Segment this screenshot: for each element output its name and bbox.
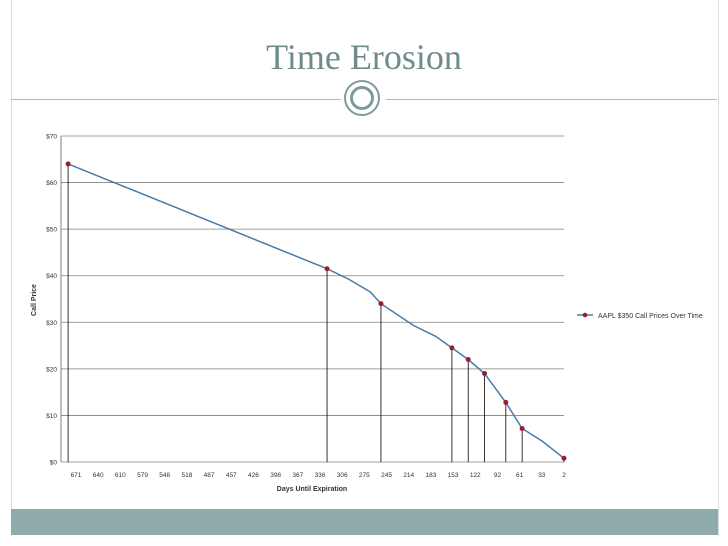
title-divider-right [386, 99, 717, 100]
footer-accent-band [11, 509, 718, 535]
y-tick-label: $40 [46, 273, 57, 280]
y-tick-label: $0 [50, 460, 58, 467]
y-tick-label: $70 [46, 134, 57, 141]
x-tick-label: 518 [181, 472, 192, 479]
data-point [503, 399, 509, 405]
x-tick-label: 367 [292, 472, 303, 479]
x-tick-label: 275 [359, 472, 370, 479]
x-tick-label: 487 [204, 472, 215, 479]
title-divider-left [11, 99, 341, 100]
x-tick-label: 336 [315, 472, 326, 479]
x-tick-label: 457 [226, 472, 237, 479]
x-tick-label: 548 [159, 472, 170, 479]
data-point [378, 301, 384, 307]
circle-ornament-icon [344, 80, 380, 116]
slide-title: Time Erosion [266, 37, 462, 77]
data-point [449, 345, 455, 351]
y-tick-labels: $0 $10 $20 $30 $40 $50 $60 $70 [46, 134, 57, 467]
y-axis-title: Call Price [31, 284, 38, 316]
data-point [482, 371, 488, 377]
data-point [561, 455, 567, 461]
x-tick-label: 579 [137, 472, 148, 479]
x-tick-label: 153 [448, 472, 459, 479]
y-tick-label: $50 [46, 227, 57, 234]
data-point [324, 266, 330, 272]
data-point [65, 161, 71, 167]
legend-label: AAPL $350 Call Prices Over Time [598, 313, 703, 320]
x-tick-label: 426 [248, 472, 259, 479]
x-tick-label: 214 [403, 472, 414, 479]
x-tick-label: 306 [337, 472, 348, 479]
legend: AAPL $350 Call Prices Over Time [577, 312, 703, 320]
x-tick-label: 398 [270, 472, 281, 479]
x-axis-title: Days Until Expiration [277, 486, 347, 493]
y-tick-label: $10 [46, 413, 57, 420]
x-tick-label: 33 [538, 472, 546, 479]
data-point [465, 357, 471, 363]
x-tick-label: 61 [516, 472, 524, 479]
gridlines [61, 135, 564, 463]
x-tick-label: 671 [71, 472, 82, 479]
x-tick-label: 183 [425, 472, 436, 479]
x-tick-label: 122 [470, 472, 481, 479]
x-tick-label: 92 [494, 472, 502, 479]
data-point [519, 425, 525, 431]
x-tick-label: 640 [93, 472, 104, 479]
y-tick-label: $30 [46, 320, 57, 327]
legend-marker [582, 312, 588, 318]
data-markers [65, 161, 567, 461]
x-tick-label: 245 [381, 472, 392, 479]
x-tick-label: 610 [115, 472, 126, 479]
x-tick-labels: 671 640 610 579 548 518 487 457 426 398 367 336 306 2… [71, 472, 567, 479]
series-line [67, 163, 565, 459]
y-tick-label: $20 [46, 366, 57, 373]
drop-lines [67, 163, 565, 462]
y-tick-label: $60 [46, 180, 57, 187]
x-tick-label: 2 [562, 472, 566, 479]
